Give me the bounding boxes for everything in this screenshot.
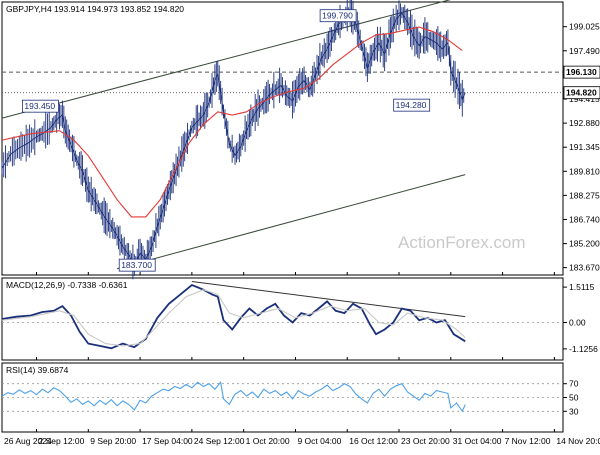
x-tick-label: 2 Sep 12:00 xyxy=(39,436,85,446)
price-annotation-label: 193.450 xyxy=(24,101,55,111)
x-tick-label: 17 Sep 04:00 xyxy=(142,436,193,446)
price-annotation-box xyxy=(118,258,156,272)
price-y-tick-label: 185.200 xyxy=(569,239,600,249)
macd-y-tick-label: 0.00 xyxy=(569,318,586,328)
rsi-y-tick-label: 30 xyxy=(569,406,579,416)
macd-panel-frame xyxy=(1,277,564,361)
price-annotation-box xyxy=(319,9,357,23)
macd-series-1-line xyxy=(1,289,466,347)
x-tick-label: 9 Sep 20:00 xyxy=(90,436,136,446)
x-tick-label: 9 Oct 04:00 xyxy=(297,436,341,446)
x-tick-label: 14 Nov 20:00 xyxy=(556,436,600,446)
macd-series-0-line xyxy=(1,283,466,350)
macd-title: MACD(12,26,9) -0.7338 -0.6361 xyxy=(6,280,128,290)
price-y-tick-label: 186.740 xyxy=(569,214,600,224)
price-y-tick-label: 188.275 xyxy=(569,190,600,200)
x-tick-label: 23 Oct 20:00 xyxy=(401,436,450,446)
x-tick-label: 1 Oct 20:00 xyxy=(246,436,290,446)
macd-trendline xyxy=(191,281,466,318)
rsi-y-tick-label: 70 xyxy=(569,379,579,389)
price-y-tick-label: 191.345 xyxy=(569,142,600,152)
price-y-tick-label: 197.490 xyxy=(569,46,600,56)
level-price-box xyxy=(563,86,600,100)
price-y-tick-label: 183.670 xyxy=(569,263,600,273)
level-price-label: 196.130 xyxy=(566,67,597,77)
rsi-series-0-line xyxy=(1,381,466,413)
macd-y-tick-label: 1.5115 xyxy=(569,282,595,292)
price-title: GBPJPY,H4 193.914 194.973 193.852 194.82… xyxy=(6,4,184,14)
price-y-tick-label: 192.880 xyxy=(569,118,600,128)
price-y-tick-label: 199.025 xyxy=(569,22,600,32)
price-y-tick-label: 189.810 xyxy=(569,166,600,176)
channel-lower-line xyxy=(116,174,466,270)
price-annotation-box xyxy=(22,99,59,113)
rsi-y-tick-label: 50 xyxy=(569,393,579,403)
price-panel-frame xyxy=(1,1,564,276)
channel-upper-line xyxy=(1,0,451,119)
level-price-label: 194.820 xyxy=(566,88,597,98)
price-series-line xyxy=(1,12,466,267)
x-tick-label: 24 Sep 12:00 xyxy=(194,436,245,446)
x-tick-label: 7 Nov 12:00 xyxy=(505,436,551,446)
price-annotation-label: 183.700 xyxy=(121,260,152,270)
price-series-1-line xyxy=(1,26,463,218)
x-tick-label: 31 Oct 04:00 xyxy=(453,436,502,446)
price-annotation-label: 199.790 xyxy=(322,11,353,21)
rsi-title: RSI(14) 39.6874 xyxy=(6,365,69,375)
price-annotation-box xyxy=(393,98,431,112)
macd-y-tick-label: -1.1256 xyxy=(569,344,598,354)
watermark: ActionForex.com xyxy=(398,233,526,252)
x-tick-label: 26 Aug 2024 xyxy=(4,436,52,446)
x-tick-label: 16 Oct 12:00 xyxy=(349,436,398,446)
price-annotation-label: 194.280 xyxy=(396,100,427,110)
level-price-box xyxy=(563,65,600,79)
